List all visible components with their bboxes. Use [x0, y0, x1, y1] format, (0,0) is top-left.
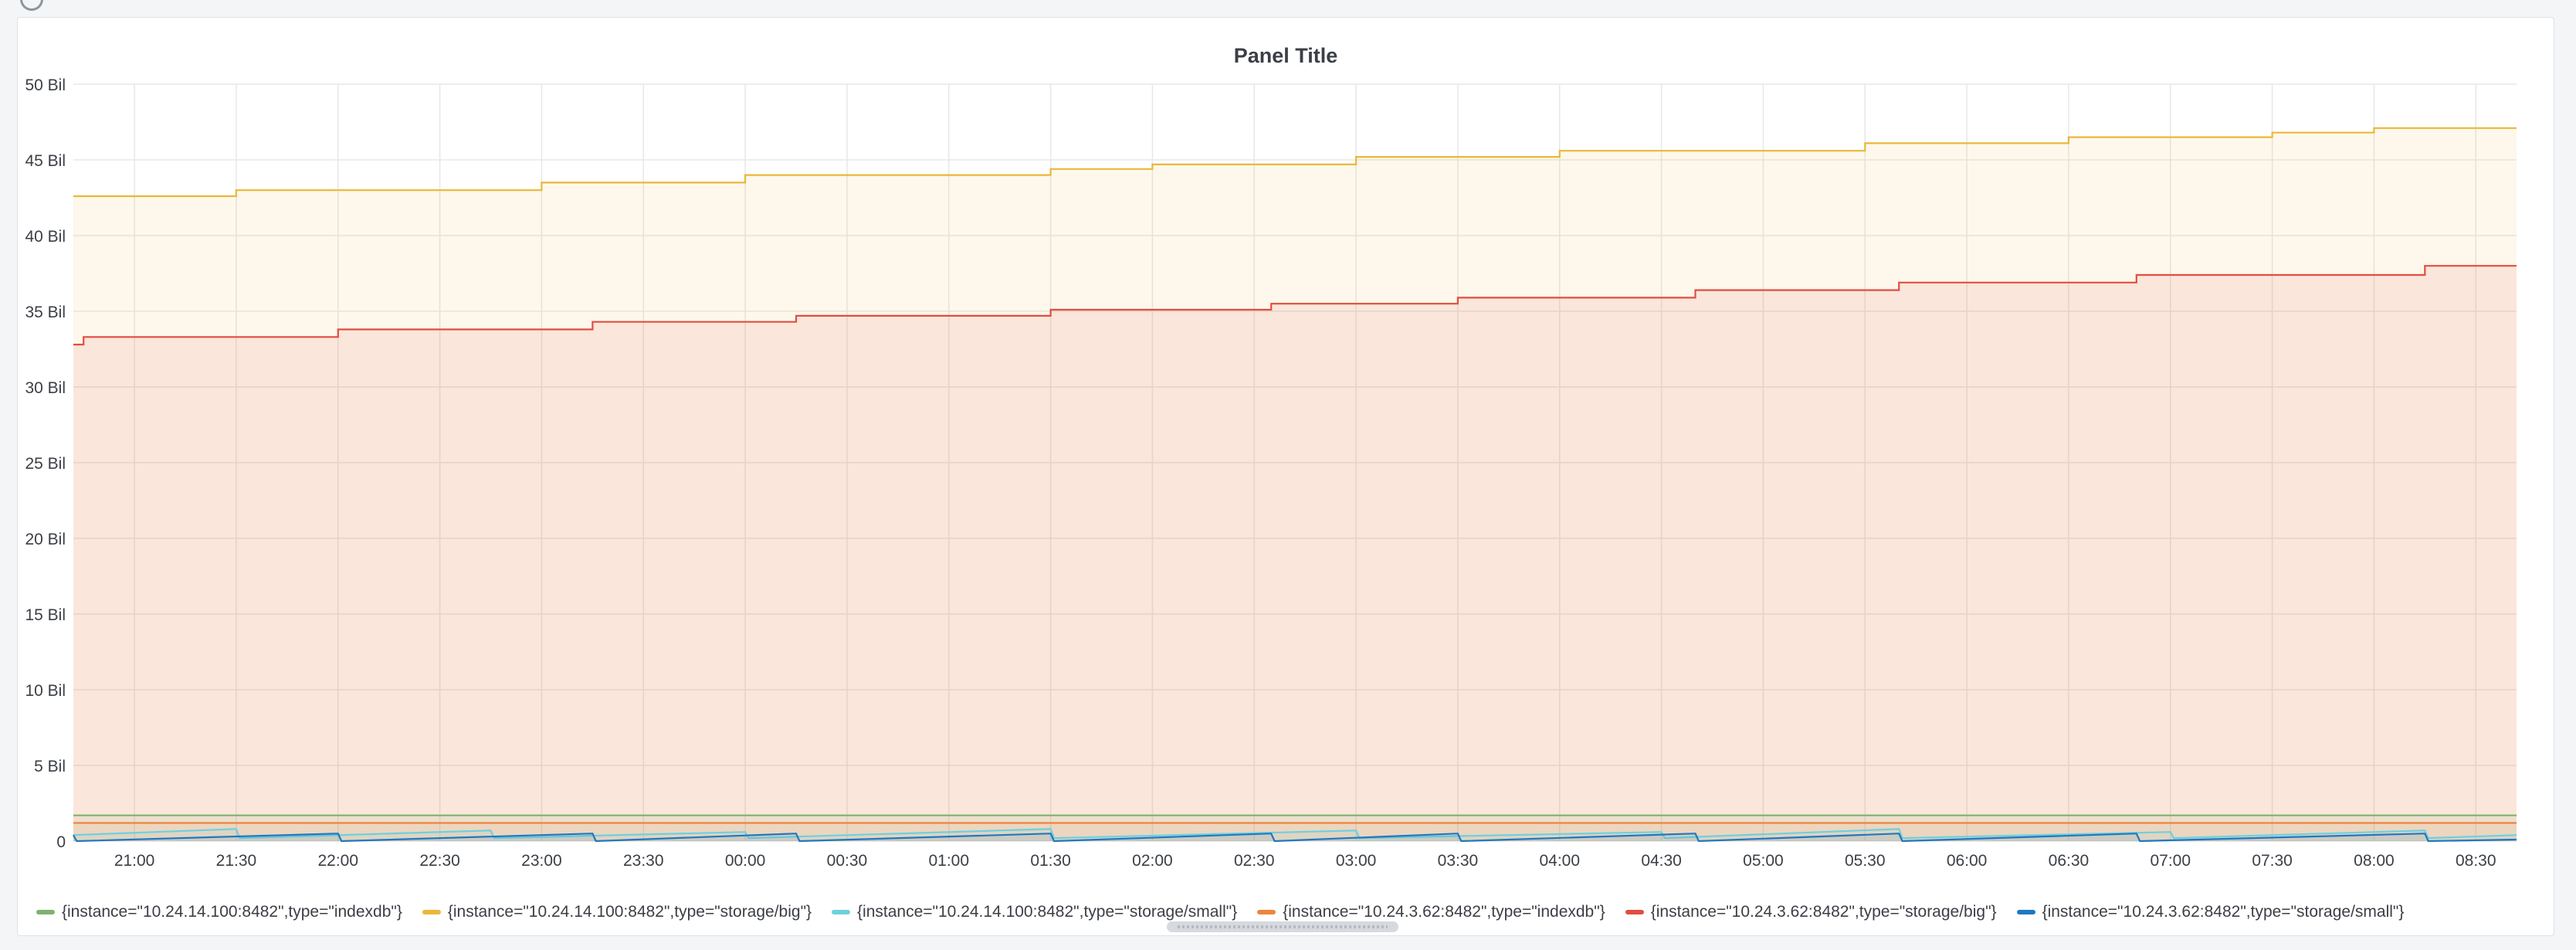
panel-resize-handle[interactable]	[1167, 921, 1398, 932]
x-tick-label: 05:30	[1845, 852, 1886, 870]
legend-swatch	[2016, 910, 2035, 914]
x-tick-label: 06:00	[1947, 852, 1988, 870]
legend-label: {instance="10.24.3.62:8482",type="storag…	[2042, 903, 2405, 921]
x-tick-label: 07:00	[2150, 852, 2191, 870]
legend-swatch	[832, 910, 851, 914]
series-line	[73, 265, 2517, 346]
legend-item[interactable]: {instance="10.24.3.62:8482",type="indexd…	[1257, 903, 1605, 921]
series-line	[73, 127, 2517, 198]
x-tick-label: 23:00	[521, 852, 562, 870]
y-tick-label: 5 Bil	[34, 758, 66, 775]
x-tick-label: 04:30	[1641, 852, 1682, 870]
x-tick-label: 22:00	[317, 852, 358, 870]
series-line	[73, 833, 2517, 843]
x-tick-label: 23:30	[623, 852, 664, 870]
y-tick-label: 45 Bil	[25, 152, 66, 170]
y-tick-label: 15 Bil	[25, 606, 66, 624]
legend-label: {instance="10.24.3.62:8482",type="indexd…	[1283, 903, 1605, 921]
y-tick-label: 10 Bil	[25, 682, 66, 700]
x-tick-label: 00:30	[827, 852, 868, 870]
time-series-plot[interactable]: 0 5 Bil 10 Bil 15 Bil 20 Bil 25 Bil 30 Bil 35 B…	[18, 18, 2555, 891]
y-tick-label: 50 Bil	[25, 76, 66, 94]
dashboard-icon	[20, 0, 43, 11]
panel-title[interactable]: Panel Title	[1233, 44, 1338, 67]
x-tick-label: 07:30	[2252, 852, 2293, 870]
y-tick-label: 0	[56, 833, 66, 851]
legend-item[interactable]: {instance="10.24.3.62:8482",type="storag…	[1625, 903, 1997, 921]
dashboard-top-strip	[0, 0, 2576, 15]
series-area	[73, 127, 2517, 842]
y-tick-label: 30 Bil	[25, 379, 66, 397]
legend-item[interactable]: {instance="10.24.14.100:8482",type="stor…	[422, 903, 812, 921]
x-tick-label: 04:00	[1539, 852, 1580, 870]
legend-label: {instance="10.24.14.100:8482",type="inde…	[62, 903, 402, 921]
x-tick-label: 21:00	[114, 852, 155, 870]
series-area	[73, 815, 2517, 841]
legend-swatch	[36, 910, 55, 914]
y-tick-label: 35 Bil	[25, 304, 66, 321]
legend-label: {instance="10.24.3.62:8482",type="storag…	[1650, 903, 1997, 921]
x-tick-label: 06:30	[2049, 852, 2090, 870]
x-tick-label: 00:00	[725, 852, 766, 870]
x-tick-label: 02:30	[1234, 852, 1275, 870]
legend-swatch	[422, 910, 441, 914]
legend-item[interactable]: {instance="10.24.3.62:8482",type="storag…	[2016, 903, 2405, 921]
x-tick-label: 03:30	[1438, 852, 1479, 870]
legend-item[interactable]: {instance="10.24.14.100:8482",type="stor…	[832, 903, 1237, 921]
y-tick-label: 25 Bil	[25, 455, 66, 473]
x-tick-label: 05:00	[1743, 852, 1784, 870]
y-tick-label: 20 Bil	[25, 531, 66, 548]
x-tick-label: 03:00	[1336, 852, 1377, 870]
x-tick-label: 08:00	[2354, 852, 2395, 870]
y-tick-label: 40 Bil	[25, 228, 66, 246]
legend-item[interactable]: {instance="10.24.14.100:8482",type="inde…	[36, 903, 402, 921]
chart-legend: {instance="10.24.14.100:8482",type="inde…	[36, 897, 2404, 928]
x-tick-label: 02:00	[1132, 852, 1173, 870]
x-tick-label: 01:30	[1030, 852, 1071, 870]
series-line	[73, 828, 2517, 840]
series-area	[73, 266, 2517, 841]
series-area	[73, 833, 2517, 841]
x-tick-label: 21:30	[216, 852, 257, 870]
legend-swatch	[1257, 910, 1276, 914]
x-tick-label: 01:00	[928, 852, 969, 870]
x-tick-label: 22:30	[419, 852, 460, 870]
x-tick-label: 08:30	[2456, 852, 2496, 870]
chart-panel: Panel Title 0 5 Bil 10 Bil 15 Bil 20 Bil 25 B…	[17, 17, 2554, 936]
legend-label: {instance="10.24.14.100:8482",type="stor…	[857, 903, 1238, 921]
legend-swatch	[1625, 910, 1644, 914]
legend-label: {instance="10.24.14.100:8482",type="stor…	[447, 903, 812, 921]
